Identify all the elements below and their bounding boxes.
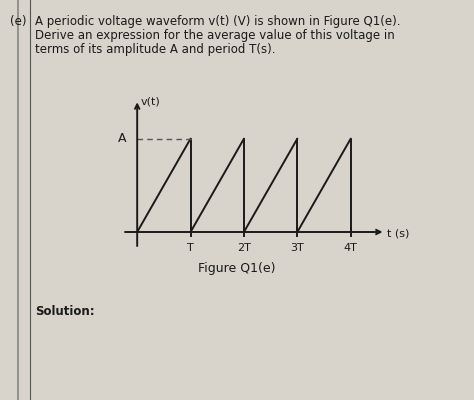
Text: A periodic voltage waveform v(t) (V) is shown in Figure Q1(e).: A periodic voltage waveform v(t) (V) is … bbox=[35, 15, 401, 28]
Text: T: T bbox=[187, 243, 194, 253]
Text: terms of its amplitude A and period T(s).: terms of its amplitude A and period T(s)… bbox=[35, 43, 275, 56]
Text: Figure Q1(e): Figure Q1(e) bbox=[198, 262, 276, 275]
Text: 4T: 4T bbox=[344, 243, 358, 253]
Text: Derive an expression for the average value of this voltage in: Derive an expression for the average val… bbox=[35, 29, 395, 42]
Text: 3T: 3T bbox=[291, 243, 304, 253]
Text: Solution:: Solution: bbox=[35, 305, 95, 318]
Text: (e): (e) bbox=[10, 15, 27, 28]
Text: t (s): t (s) bbox=[387, 229, 410, 239]
Text: v(t): v(t) bbox=[141, 97, 161, 107]
Text: 2T: 2T bbox=[237, 243, 251, 253]
Text: A: A bbox=[118, 132, 127, 145]
